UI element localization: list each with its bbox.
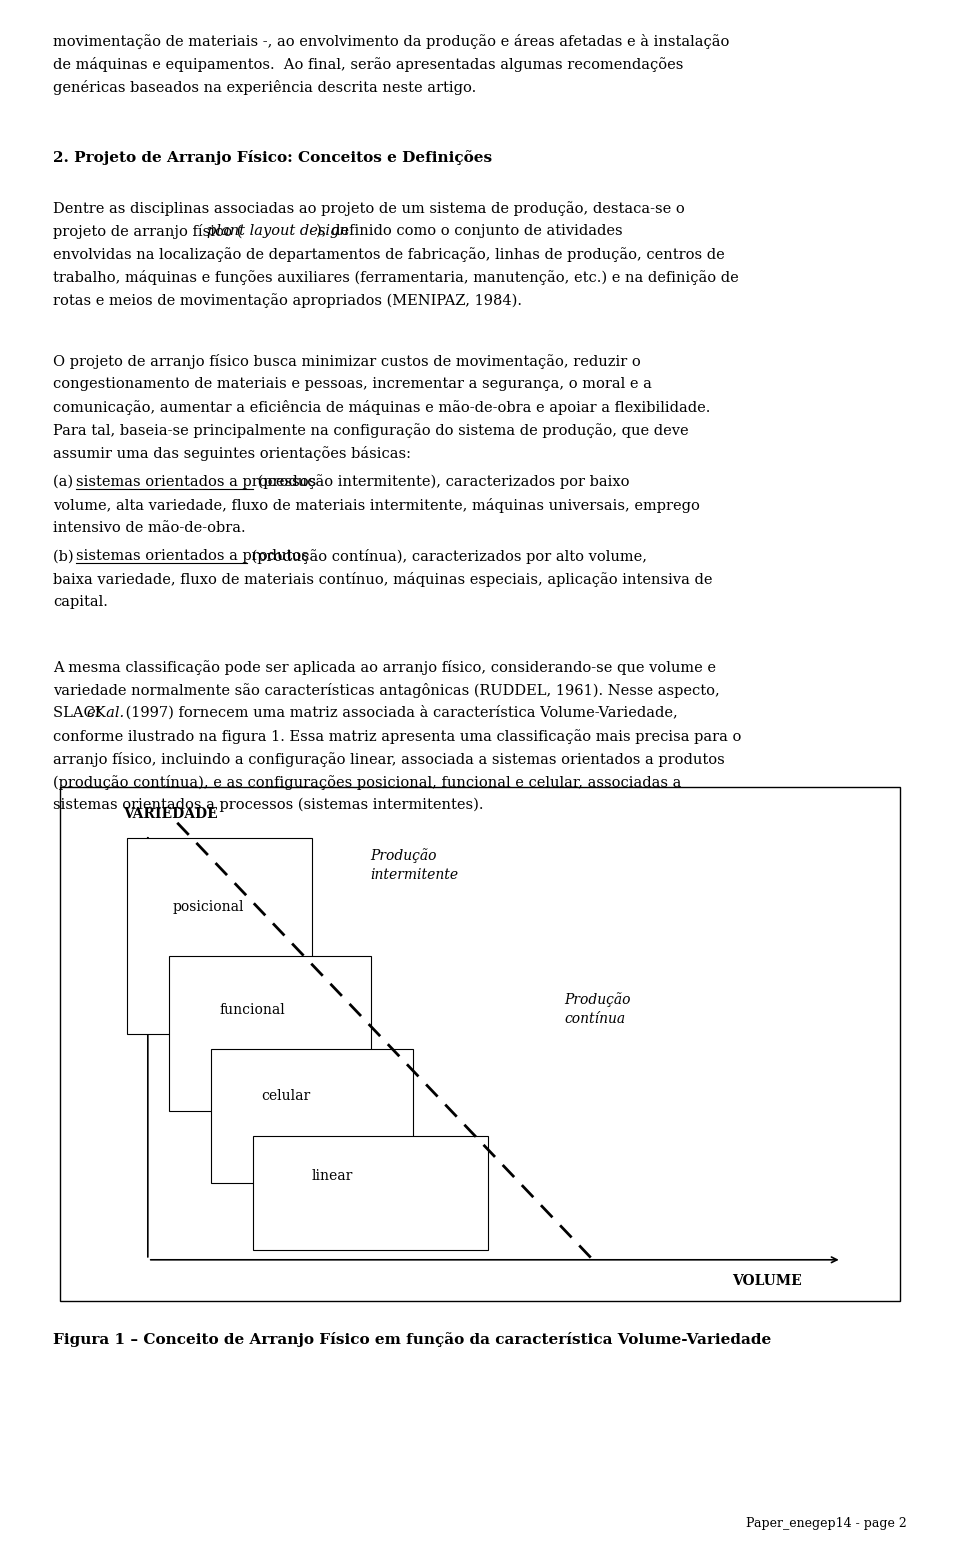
- Text: sistemas orientados a produtos: sistemas orientados a produtos: [76, 550, 308, 564]
- Text: Produção
contínua: Produção contínua: [564, 992, 631, 1025]
- Text: projeto de arranjo físico (: projeto de arranjo físico (: [53, 224, 242, 238]
- Text: assumir uma das seguintes orientações básicas:: assumir uma das seguintes orientações bá…: [53, 446, 411, 461]
- Text: intensivo de mão-de-obra.: intensivo de mão-de-obra.: [53, 520, 246, 534]
- Text: (produção intermitente), caracterizados por baixo: (produção intermitente), caracterizados …: [252, 475, 629, 489]
- Text: posicional: posicional: [173, 899, 245, 913]
- Text: VARIEDADE: VARIEDADE: [123, 807, 217, 821]
- Text: conforme ilustrado na figura 1. Essa matriz apresenta uma classificação mais pre: conforme ilustrado na figura 1. Essa mat…: [53, 729, 741, 743]
- Text: linear: linear: [312, 1168, 353, 1183]
- Text: SLACK: SLACK: [53, 706, 110, 720]
- Bar: [60, 787, 900, 1301]
- Text: sistemas orientados a processos: sistemas orientados a processos: [76, 475, 316, 489]
- Bar: [211, 1049, 413, 1183]
- Text: Figura 1 – Conceito de Arranjo Físico em função da característica Volume-Varieda: Figura 1 – Conceito de Arranjo Físico em…: [53, 1332, 771, 1348]
- Text: O projeto de arranjo físico busca minimizar custos de movimentação, reduzir o: O projeto de arranjo físico busca minimi…: [53, 354, 640, 369]
- Bar: [252, 1136, 489, 1250]
- Text: trabalho, máquinas e funções auxiliares (ferramentaria, manutenção, etc.) e na d: trabalho, máquinas e funções auxiliares …: [53, 270, 738, 285]
- Text: rotas e meios de movimentação apropriados (MENIPAZ, 1984).: rotas e meios de movimentação apropriado…: [53, 293, 522, 308]
- Text: capital.: capital.: [53, 595, 108, 609]
- Text: congestionamento de materiais e pessoas, incrementar a segurança, o moral e a: congestionamento de materiais e pessoas,…: [53, 377, 652, 391]
- Bar: [169, 957, 371, 1111]
- Text: celular: celular: [261, 1089, 311, 1103]
- Text: genéricas baseados na experiência descrita neste artigo.: genéricas baseados na experiência descri…: [53, 81, 476, 95]
- Text: volume, alta variedade, fluxo de materiais intermitente, máquinas universais, em: volume, alta variedade, fluxo de materia…: [53, 497, 700, 513]
- Text: plant layout design: plant layout design: [207, 224, 348, 238]
- Text: et al.: et al.: [87, 706, 124, 720]
- Text: (a): (a): [53, 475, 78, 489]
- Text: sistemas orientados a processos (sistemas intermitentes).: sistemas orientados a processos (sistema…: [53, 798, 483, 812]
- Text: Produção
intermitente: Produção intermitente: [371, 849, 459, 882]
- Text: Paper_enegep14 - page 2: Paper_enegep14 - page 2: [747, 1517, 907, 1530]
- Text: variedade normalmente são características antagônicas (RUDDEL, 1961). Nesse aspe: variedade normalmente são característica…: [53, 682, 720, 698]
- Text: ), definido como o conjunto de atividades: ), definido como o conjunto de atividade…: [316, 224, 622, 238]
- Text: arranjo físico, incluindo a configuração linear, associada a sistemas orientados: arranjo físico, incluindo a configuração…: [53, 753, 725, 767]
- Text: A mesma classificação pode ser aplicada ao arranjo físico, considerando-se que v: A mesma classificação pode ser aplicada …: [53, 659, 716, 675]
- Text: envolvidas na localização de departamentos de fabricação, linhas de produção, ce: envolvidas na localização de departament…: [53, 248, 725, 262]
- Text: movimentação de materiais -, ao envolvimento da produção e áreas afetadas e à in: movimentação de materiais -, ao envolvim…: [53, 34, 730, 50]
- Text: Dentre as disciplinas associadas ao projeto de um sistema de produção, destaca-s: Dentre as disciplinas associadas ao proj…: [53, 201, 684, 217]
- Text: de máquinas e equipamentos.  Ao final, serão apresentadas algumas recomendações: de máquinas e equipamentos. Ao final, se…: [53, 58, 684, 72]
- Text: Para tal, baseia-se principalmente na configuração do sistema de produção, que d: Para tal, baseia-se principalmente na co…: [53, 422, 688, 438]
- Text: (produção contínua), e as configurações posicional, funcional e celular, associa: (produção contínua), e as configurações …: [53, 774, 682, 790]
- Text: (1997) fornecem uma matriz associada à característica Volume-Variedade,: (1997) fornecem uma matriz associada à c…: [121, 706, 678, 720]
- Text: VOLUME: VOLUME: [732, 1274, 802, 1288]
- Text: comunicação, aumentar a eficiência de máquinas e mão-de-obra e apoiar a flexibil: comunicação, aumentar a eficiência de má…: [53, 400, 710, 414]
- Bar: [127, 838, 312, 1033]
- Text: (b): (b): [53, 550, 78, 564]
- Text: funcional: funcional: [219, 1003, 285, 1017]
- Text: (produção contínua), caracterizados por alto volume,: (produção contínua), caracterizados por …: [247, 550, 647, 564]
- Text: baixa variedade, fluxo de materiais contínuo, máquinas especiais, aplicação inte: baixa variedade, fluxo de materiais cont…: [53, 572, 712, 587]
- Text: 2. Projeto de Arranjo Físico: Conceitos e Definições: 2. Projeto de Arranjo Físico: Conceitos …: [53, 150, 492, 165]
